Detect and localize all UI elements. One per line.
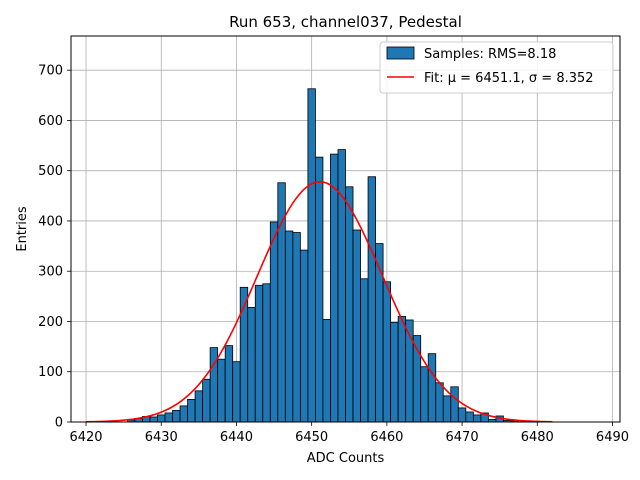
histogram-bar [450,386,459,423]
histogram-bar [284,230,294,423]
x-tick-label: 6420 [69,430,102,445]
x-tick-label: 6480 [521,430,554,445]
histogram-bar [149,416,158,423]
histogram-bar [269,221,279,423]
legend-samples-swatch [386,46,415,60]
histogram-bar [472,414,482,423]
histogram-bar [299,249,309,423]
x-axis-ticks: 6420 6430 6440 6450 6460 6470 6480 6490 [69,422,629,445]
fit-curve [86,180,553,423]
y-tick-label: 0 [55,416,63,431]
histogram-bars [127,88,519,423]
x-tick-label: 6450 [295,430,328,445]
x-axis-label: ADC Counts [307,451,385,466]
histogram-bar [164,412,173,423]
plot-frame [70,35,621,423]
x-tick-label: 6440 [220,430,253,445]
histogram-bar [292,232,301,423]
y-tick-label: 400 [38,214,63,229]
histogram-bar [187,398,196,423]
histogram-bar [262,283,271,423]
legend: Samples: RMS=8.18 Fit: μ = 6451.1, σ = 8… [379,41,614,94]
histogram-bar [232,361,241,423]
histogram-bar [360,278,369,423]
histogram-bar [367,176,376,423]
y-tick-label: 600 [38,114,63,129]
histogram-bar [202,378,211,423]
legend-box [379,41,614,94]
histogram-bar [420,366,429,423]
legend-samples-label: Samples: RMS=8.18 [424,47,556,62]
histogram-bar [457,407,467,423]
histogram-bar [217,358,226,423]
histogram-bar [194,390,204,423]
chart-title: Run 653, channel037, Pedestal [229,13,462,31]
histogram-bar [224,345,234,423]
legend-fit-label: Fit: μ = 6451.1, σ = 8.352 [424,71,594,86]
histogram-bar [307,88,316,423]
histogram-bar [427,353,437,423]
x-tick-label: 6430 [145,430,178,445]
histogram-bar [322,319,331,423]
y-tick-label: 100 [38,365,63,380]
histogram-bar [435,382,444,423]
histogram-bar [315,156,324,423]
histogram-bar [337,149,346,423]
histogram-bar [172,410,181,423]
histogram-bar [330,153,339,423]
x-tick-label: 6470 [446,430,479,445]
histogram-bar [390,322,399,423]
y-tick-label: 300 [38,265,63,280]
x-tick-label: 6460 [370,430,403,445]
histogram-bar [397,316,407,423]
histogram-bar [254,284,264,423]
histogram-bar [247,307,256,423]
histogram-bar [345,186,354,423]
y-tick-label: 700 [38,64,63,79]
histogram-bar [442,395,452,423]
y-axis-label: Entries [15,206,30,252]
y-tick-label: 200 [38,315,63,330]
y-tick-label: 500 [38,164,63,179]
x-tick-label: 6490 [596,430,629,445]
histogram-bar [382,281,392,423]
histogram-bar [157,414,166,423]
histogram-bar [179,405,188,423]
y-axis-ticks: 0 100 200 300 400 500 600 700 [38,64,71,431]
histogram-bar [465,411,474,423]
histogram-bar [352,229,361,423]
